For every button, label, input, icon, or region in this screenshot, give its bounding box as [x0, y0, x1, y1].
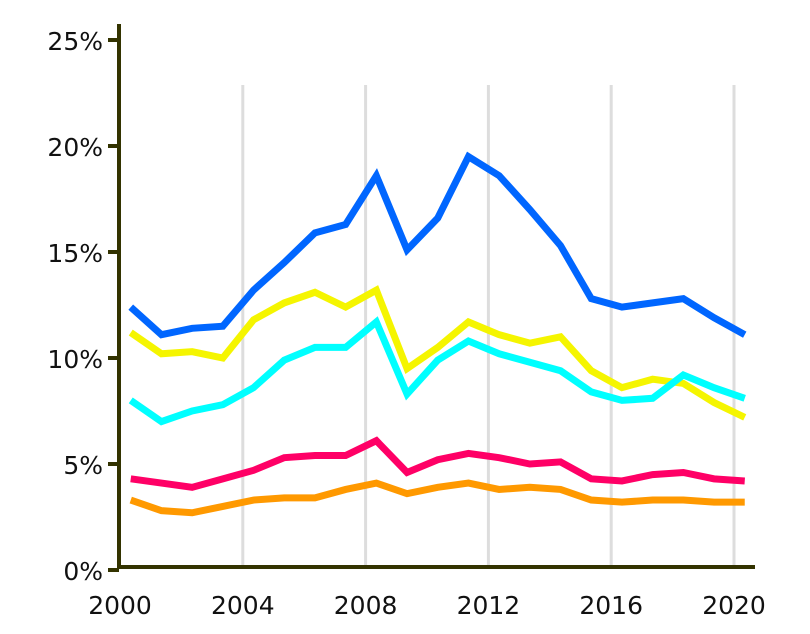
- series-line-4: [129, 479, 745, 517]
- y-tick-label: 15%: [47, 239, 103, 268]
- x-tick-label: 2012: [457, 591, 521, 620]
- y-tick-labels: 0% 5% 10% 15% 20% 25%: [47, 27, 103, 586]
- y-tick-label: 5%: [63, 451, 103, 480]
- x-tick-labels: 2000 2004 2008 2012 2016 2020: [88, 591, 766, 620]
- x-tick-label: 2004: [211, 591, 275, 620]
- series-line-3: [130, 436, 745, 491]
- series-lines: [128, 151, 747, 517]
- y-tick-label: 25%: [47, 27, 103, 56]
- x-tick-label: 2016: [579, 591, 643, 620]
- x-tick-label: 2008: [334, 591, 398, 620]
- x-tick-label: 2000: [88, 591, 152, 620]
- series-line-1: [128, 285, 747, 421]
- x-tick-label: 2020: [702, 591, 766, 620]
- series-line-2: [128, 316, 746, 426]
- y-tick-label: 0%: [63, 557, 103, 586]
- series-line-0: [128, 151, 747, 339]
- y-tick-label: 10%: [47, 345, 103, 374]
- y-tick-label: 20%: [47, 133, 103, 162]
- axes: [108, 24, 755, 572]
